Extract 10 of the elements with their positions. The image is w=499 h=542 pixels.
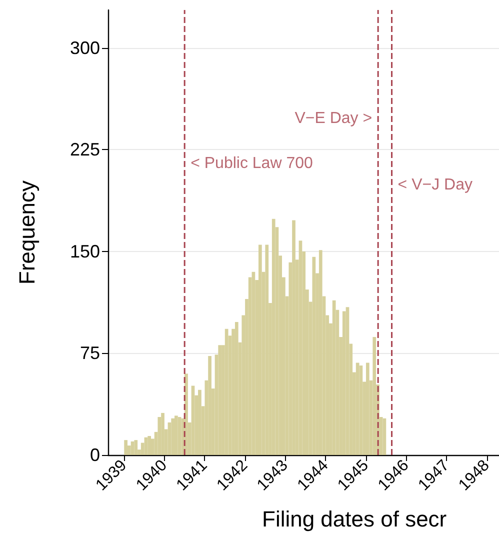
y-axis-title: Frequency [14, 180, 40, 284]
x-axis-title: Filing dates of secr [262, 506, 447, 532]
y-tick-label: 300 [70, 38, 100, 58]
ref-line-label: < Public Law 700 [190, 154, 313, 172]
y-tick-label: 225 [70, 140, 100, 160]
y-tick-label: 0 [90, 445, 100, 465]
ref-line-label: < V−J Day [398, 176, 472, 194]
y-tick-label: 75 [80, 343, 100, 364]
y-tick-label: 150 [70, 241, 100, 262]
ref-line-label: V−E Day > [294, 110, 372, 128]
